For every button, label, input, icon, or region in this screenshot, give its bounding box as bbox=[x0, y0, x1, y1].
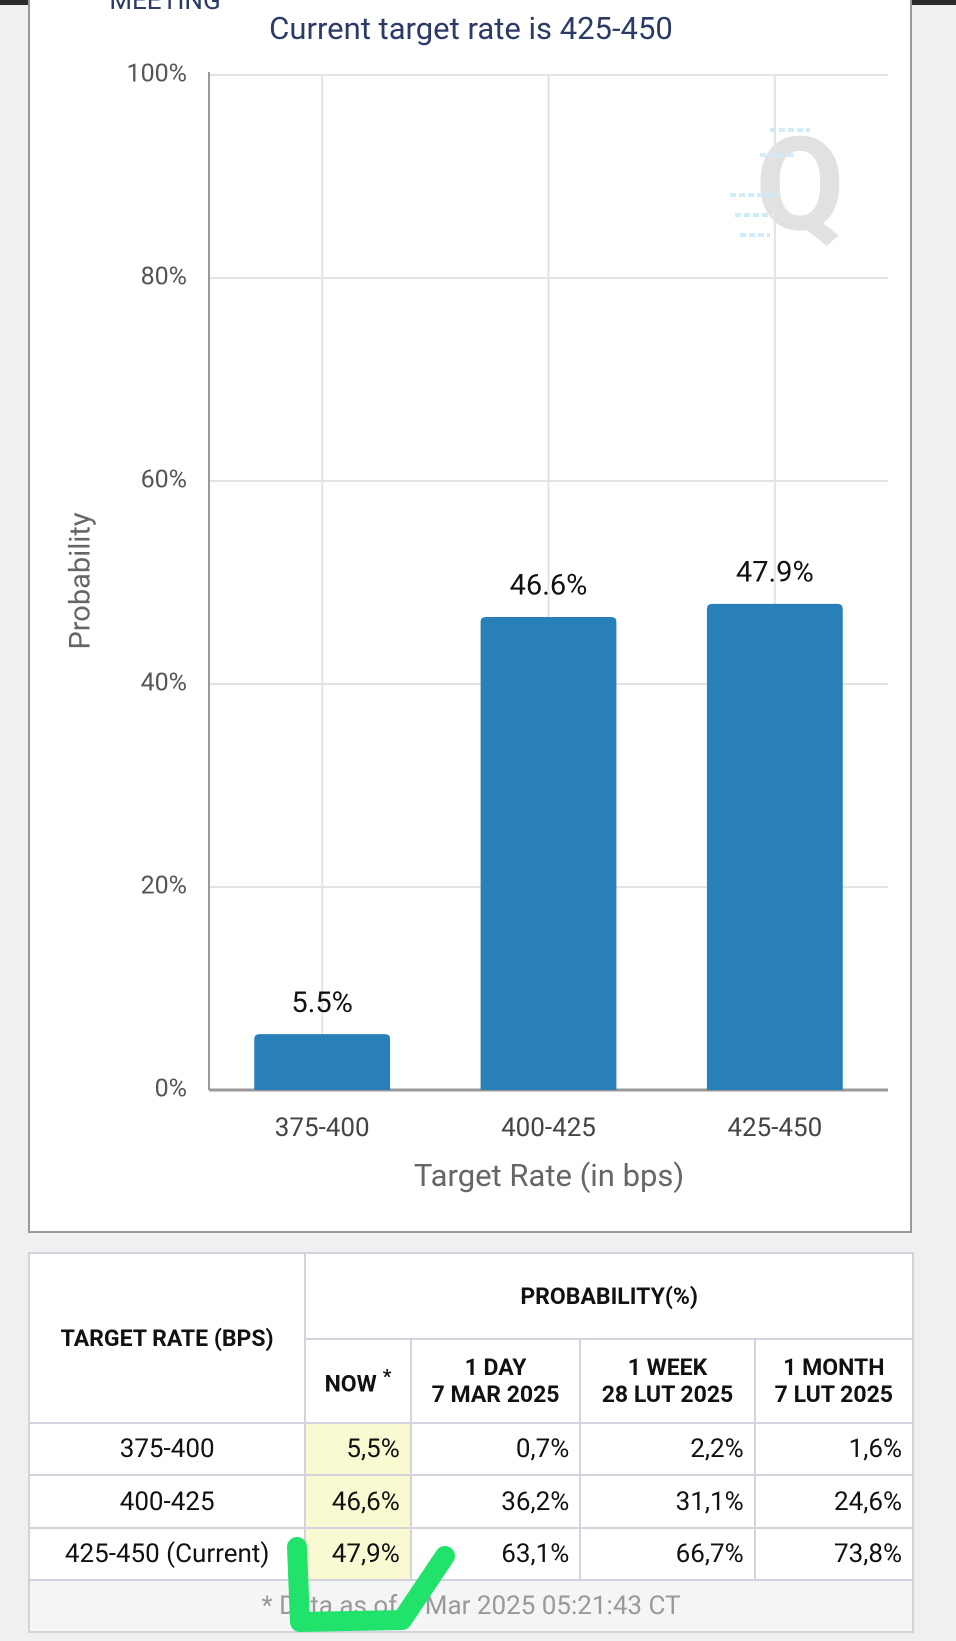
data-row: 375-400 5,5% 0,7% 2,2% 1,6% bbox=[27, 1422, 915, 1476]
cell: 47,9% bbox=[304, 1527, 412, 1581]
y-tick-label: 20% bbox=[141, 872, 187, 901]
column-date: 7 MAR 2025 bbox=[431, 1381, 560, 1408]
chart: Q MEETING Current target rate is 425-450… bbox=[28, 0, 912, 1233]
cell: 5,5% bbox=[304, 1422, 412, 1476]
cell: 73,8% bbox=[753, 1527, 915, 1581]
column-date: 28 LUT 2025 bbox=[601, 1381, 734, 1408]
column-header: 1 WEEK 28 LUT 2025 bbox=[579, 1338, 756, 1424]
group-header: PROBABILITY(%) bbox=[304, 1252, 914, 1340]
x-tick-label: 425-450 bbox=[727, 1113, 822, 1143]
cell: 46,6% bbox=[304, 1474, 412, 1529]
cell: 24,6% bbox=[753, 1474, 915, 1529]
cell: 36,2% bbox=[409, 1474, 582, 1529]
x-axis-label: Target Rate (in bps) bbox=[414, 1157, 684, 1194]
cell: 31,1% bbox=[579, 1474, 756, 1529]
data-label: 46.6% bbox=[510, 569, 588, 603]
probability-table: TARGET RATE (BPS) PROBABILITY(%) NOW * 1 DAY… bbox=[27, 1252, 915, 1633]
column-date: 7 LUT 2025 bbox=[774, 1381, 893, 1408]
y-tick-label: 100% bbox=[127, 60, 187, 89]
bar bbox=[480, 617, 617, 1090]
data-label: 47.9% bbox=[736, 555, 814, 589]
chart-caption: MEETING bbox=[109, 0, 220, 16]
chart-title: Current target rate is 425-450 bbox=[269, 10, 673, 47]
column-label: 1 WEEK bbox=[627, 1354, 708, 1381]
row-label: 400-425 bbox=[27, 1474, 307, 1529]
cell: 1,6% bbox=[753, 1422, 915, 1476]
column-header: NOW * bbox=[304, 1338, 412, 1424]
column-note: * bbox=[382, 1364, 392, 1388]
data-row: 400-425 46,6% 36,2% 31,1% 24,6% bbox=[27, 1474, 915, 1529]
x-tick-label: 375-400 bbox=[275, 1113, 370, 1143]
column-label: 1 MONTH bbox=[783, 1354, 885, 1381]
footnote: * Data as of 8 Mar 2025 05:21:43 CT bbox=[28, 1579, 914, 1633]
data-row: 425-450 (Current) 47,9% 63,1% 66,7% 73,8% bbox=[27, 1527, 915, 1581]
data-label: 5.5% bbox=[291, 986, 352, 1020]
column-header: 1 MONTH 7 LUT 2025 bbox=[753, 1338, 915, 1424]
column-label: NOW bbox=[324, 1370, 377, 1398]
header-row: NOW * 1 DAY 7 MAR 2025 1 WEEK 28 LUT 2025 1 MO… bbox=[29, 1338, 915, 1424]
y-tick-label: 40% bbox=[141, 669, 187, 698]
cell: 2,2% bbox=[579, 1422, 756, 1476]
svg-text:Q: Q bbox=[755, 108, 845, 261]
y-tick-label: 60% bbox=[141, 466, 187, 495]
column-header: 1 DAY 7 MAR 2025 bbox=[409, 1338, 582, 1424]
footnote-row: * Data as of 8 Mar 2025 05:21:43 CT bbox=[28, 1579, 914, 1633]
y-axis-label: Probability bbox=[64, 512, 98, 649]
watermark: Q bbox=[730, 108, 845, 261]
bar bbox=[706, 603, 843, 1090]
bar bbox=[254, 1034, 391, 1090]
cell: 63,1% bbox=[409, 1527, 582, 1581]
y-tick-label: 80% bbox=[141, 263, 187, 292]
header-row: TARGET RATE (BPS) PROBABILITY(%) bbox=[27, 1252, 914, 1424]
x-tick-label: 400-425 bbox=[501, 1113, 596, 1143]
row-header: TARGET RATE (BPS) bbox=[27, 1252, 307, 1424]
cell: 0,7% bbox=[409, 1422, 582, 1476]
column-label: 1 DAY bbox=[464, 1354, 527, 1381]
cell: 66,7% bbox=[579, 1527, 756, 1581]
y-tick-label: 0% bbox=[155, 1075, 187, 1104]
row-label: 425-450 (Current) bbox=[27, 1527, 307, 1581]
row-label: 375-400 bbox=[27, 1422, 307, 1476]
